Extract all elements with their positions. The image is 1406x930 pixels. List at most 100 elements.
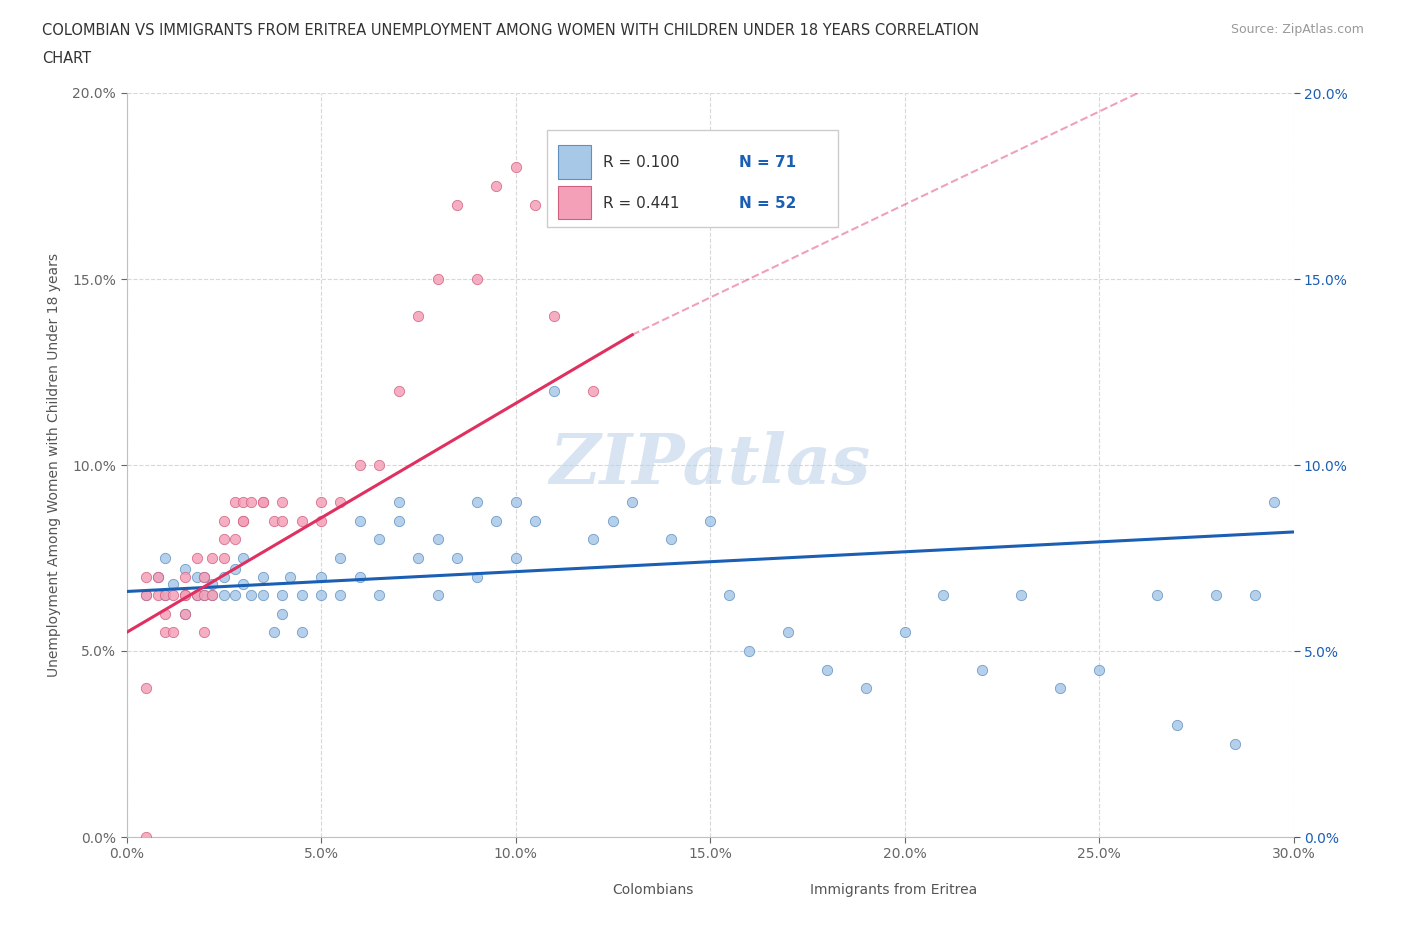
Point (602, 513, 624, 528)
Point (1088, 662, 1111, 677)
Point (135, 830, 157, 844)
Text: Immigrants from Eritrea: Immigrants from Eritrea (810, 883, 977, 897)
Point (465, 495, 488, 510)
Point (263, 513, 285, 528)
Point (446, 551, 468, 565)
Point (271, 495, 294, 510)
Point (252, 569, 274, 584)
Point (582, 532, 605, 547)
Point (155, 625, 177, 640)
Point (408, 551, 430, 565)
Point (174, 588, 197, 603)
FancyBboxPatch shape (547, 130, 838, 227)
Point (146, 569, 169, 584)
Text: N = 71: N = 71 (740, 154, 796, 169)
Point (186, 569, 208, 584)
Point (193, 625, 215, 640)
Point (505, 551, 527, 565)
Point (543, 309, 565, 324)
Point (972, 662, 994, 677)
Point (1205, 588, 1227, 603)
Point (224, 495, 246, 510)
Point (349, 513, 371, 528)
Point (174, 588, 197, 603)
Point (582, 383, 605, 398)
Point (271, 513, 294, 528)
Text: R = 0.100: R = 0.100 (603, 154, 679, 169)
Point (240, 495, 263, 510)
Point (309, 495, 332, 510)
Text: N = 52: N = 52 (740, 195, 797, 210)
Point (309, 588, 332, 603)
Point (309, 513, 332, 528)
Point (263, 625, 285, 640)
Point (212, 569, 235, 584)
Point (1166, 718, 1188, 733)
Point (290, 513, 312, 528)
Point (232, 495, 254, 510)
Point (232, 577, 254, 591)
Point (162, 577, 184, 591)
Point (290, 625, 312, 640)
Point (174, 606, 197, 621)
Point (426, 272, 449, 286)
Point (278, 569, 301, 584)
Text: CHART: CHART (42, 51, 91, 66)
Point (329, 551, 352, 565)
Point (485, 179, 508, 193)
Text: ZIPatlas: ZIPatlas (550, 432, 870, 498)
Point (368, 588, 391, 603)
Point (174, 606, 197, 621)
Point (855, 681, 877, 696)
Point (212, 551, 235, 565)
Point (224, 562, 246, 577)
Point (465, 569, 488, 584)
Point (932, 588, 955, 603)
Point (1146, 588, 1168, 603)
Point (738, 644, 761, 658)
Point (212, 513, 235, 528)
Point (699, 513, 721, 528)
Point (368, 532, 391, 547)
Point (146, 569, 169, 584)
Point (212, 588, 235, 603)
Point (815, 662, 838, 677)
Point (349, 569, 371, 584)
Point (201, 577, 224, 591)
Point (426, 588, 449, 603)
Point (523, 197, 546, 212)
Point (240, 588, 263, 603)
Point (252, 588, 274, 603)
Point (162, 625, 184, 640)
Point (224, 532, 246, 547)
Point (309, 569, 332, 584)
Point (135, 681, 157, 696)
Point (1223, 737, 1246, 751)
Point (1010, 588, 1032, 603)
Point (155, 588, 177, 603)
Point (893, 625, 915, 640)
Point (329, 495, 352, 510)
Point (485, 513, 508, 528)
Point (193, 569, 215, 584)
Point (1243, 588, 1265, 603)
Point (368, 458, 391, 472)
Point (186, 588, 208, 603)
Point (1263, 495, 1285, 510)
Point (212, 532, 235, 547)
Point (155, 588, 177, 603)
Point (271, 588, 294, 603)
Point (408, 309, 430, 324)
Y-axis label: Unemployment Among Women with Children Under 18 years: Unemployment Among Women with Children U… (48, 253, 60, 677)
Point (426, 532, 449, 547)
Point (193, 569, 215, 584)
Point (193, 588, 215, 603)
Point (135, 588, 157, 603)
Point (349, 458, 371, 472)
Point (621, 495, 644, 510)
Text: Colombians: Colombians (612, 883, 693, 897)
Point (252, 495, 274, 510)
Text: COLOMBIAN VS IMMIGRANTS FROM ERITREA UNEMPLOYMENT AMONG WOMEN WITH CHILDREN UNDE: COLOMBIAN VS IMMIGRANTS FROM ERITREA UNE… (42, 23, 980, 38)
Point (155, 551, 177, 565)
Point (155, 606, 177, 621)
